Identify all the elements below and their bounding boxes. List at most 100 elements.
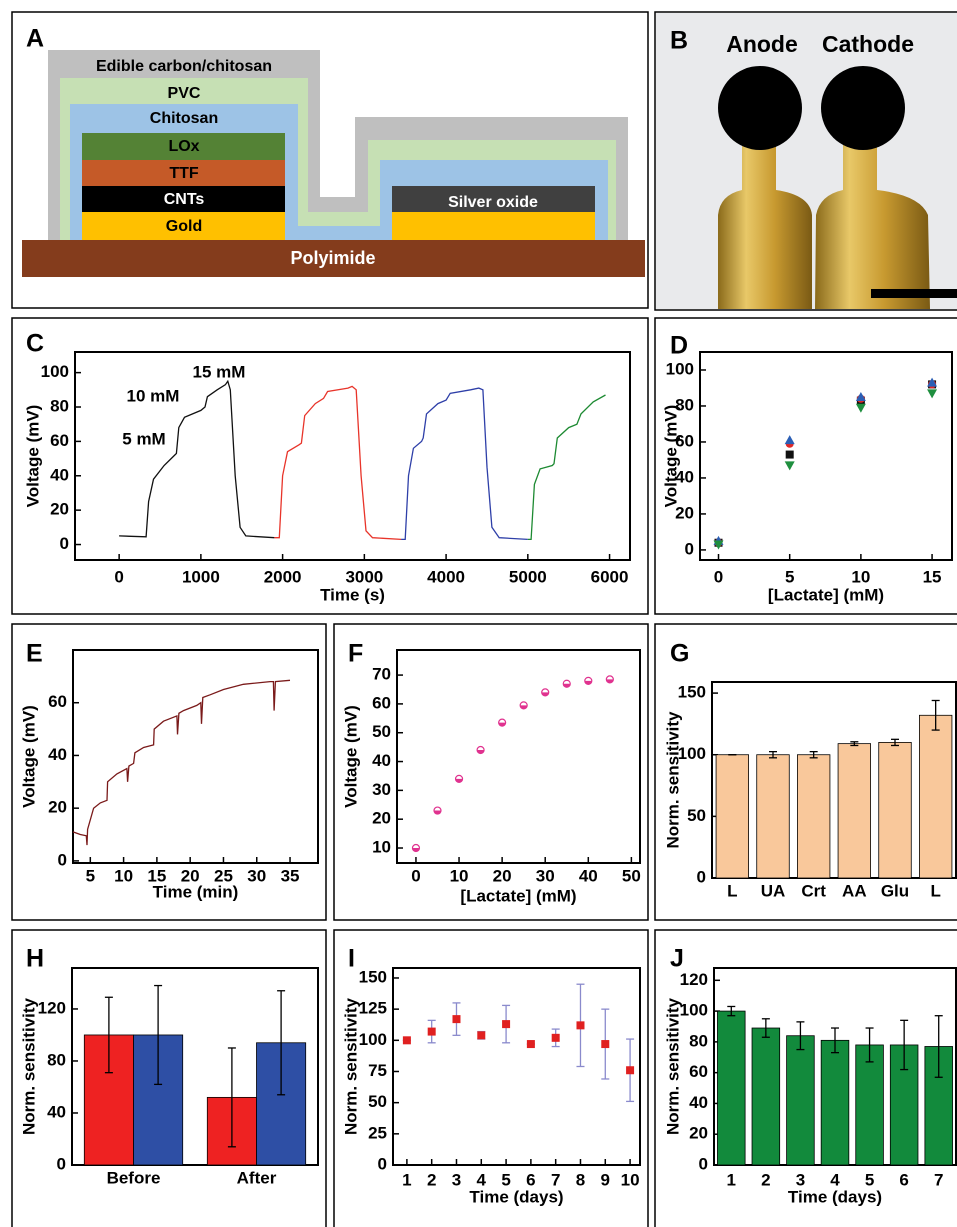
x-axis-title: Time (s) [320, 585, 385, 604]
x-tick-label: 0 [411, 866, 420, 885]
layer-label: Polyimide [290, 248, 375, 268]
bar [878, 742, 912, 879]
plot-frame [699, 351, 953, 561]
x-tick-label: 7 [934, 1170, 943, 1189]
x-tick-label: 20 [493, 866, 512, 885]
y-tick-label: 20 [48, 798, 67, 817]
x-tick-label: Before [107, 1168, 161, 1187]
y-tick-label: 20 [372, 809, 391, 828]
y-tick-label: 0 [57, 1154, 66, 1173]
bar [919, 714, 953, 879]
x-tick-label: 0 [714, 567, 723, 586]
y-tick-label: 0 [697, 867, 706, 886]
point [855, 403, 866, 413]
point [927, 389, 938, 399]
x-tick-label: 15 [923, 567, 942, 586]
x-tick-label: 10 [851, 567, 870, 586]
point [605, 675, 614, 684]
plot-frame [72, 649, 319, 864]
x-axis-title: Time (days) [788, 1187, 882, 1206]
y-tick-label: 0 [58, 850, 67, 869]
x-tick-label: Crt [801, 881, 826, 900]
y-tick-label: 100 [359, 1030, 387, 1049]
line [119, 379, 275, 539]
y-tick-label: 40 [47, 1102, 66, 1121]
y-axis-title: Norm. sensitivity [663, 711, 682, 849]
x-tick-label: 1 [727, 1170, 736, 1189]
y-tick-label: 30 [372, 780, 391, 799]
layer-label: Gold [166, 218, 202, 235]
x-tick-label: L [930, 881, 940, 900]
bar [756, 754, 790, 879]
line [401, 387, 528, 541]
point [476, 745, 485, 755]
x-tick-label: 2 [427, 1170, 436, 1189]
y-tick-label: 40 [372, 751, 391, 770]
x-tick-label: 15 [147, 866, 166, 885]
x-tick-label: L [727, 881, 737, 900]
layer-label: Silver oxide [448, 194, 538, 211]
point [576, 1021, 585, 1030]
x-axis-title: [Lactate] (mM) [460, 886, 576, 905]
point [626, 1066, 635, 1075]
x-tick-label: 10 [114, 866, 133, 885]
plot-frame [711, 681, 957, 879]
y-tick-label: 40 [689, 1093, 708, 1112]
y-axis-title: Voltage (mV) [661, 405, 680, 508]
y-tick-label: 120 [680, 970, 708, 989]
x-axis-title: Time (min) [153, 882, 239, 901]
line [274, 385, 402, 541]
y-tick-label: 120 [38, 998, 66, 1017]
error-bar [769, 750, 777, 759]
y-tick-label: 80 [675, 395, 694, 414]
x-axis-title: Time (days) [469, 1187, 563, 1206]
y-tick-label: 60 [675, 431, 694, 450]
panel-letter: B [670, 27, 688, 55]
point [562, 679, 571, 688]
error-bar [154, 984, 163, 1086]
x-tick-label: 35 [281, 866, 300, 885]
y-axis-title: Norm. sensitivity [663, 997, 682, 1135]
x-tick-label: 3000 [345, 567, 383, 586]
y-tick-label: 150 [678, 683, 706, 702]
y-tick-label: 0 [685, 539, 694, 558]
layer-label: TTF [169, 165, 199, 182]
y-axis-title: Voltage (mV) [19, 705, 38, 808]
y-axis-title: Voltage (mV) [341, 705, 360, 808]
x-tick-label: 4 [477, 1170, 487, 1189]
x-tick-label: 7 [551, 1170, 560, 1189]
panel-letter: G [670, 640, 689, 668]
y-tick-label: 40 [675, 467, 694, 486]
error-bar [277, 990, 286, 1096]
y-tick-label: 60 [50, 431, 69, 450]
y-tick-label: 80 [47, 1050, 66, 1069]
point-fill [606, 679, 614, 683]
layer-label: LOx [168, 138, 199, 155]
x-tick-label: 2000 [264, 567, 302, 586]
bar [837, 743, 871, 879]
x-tick-label: 5 [86, 866, 95, 885]
x-tick-label: 6000 [591, 567, 629, 586]
point [784, 461, 795, 471]
panel-letter: E [26, 640, 43, 668]
bar [855, 1044, 884, 1166]
point [551, 1033, 560, 1042]
point [526, 1040, 535, 1049]
y-axis-title: Norm. sensitivity [341, 997, 360, 1135]
photo-label: Anode [726, 31, 798, 57]
point-fill [455, 778, 463, 783]
point-fill [541, 692, 549, 696]
x-tick-label: 5 [865, 1170, 874, 1189]
x-tick-label: 3 [452, 1170, 461, 1189]
x-tick-label: 40 [579, 866, 598, 885]
x-tick-label: 6 [899, 1170, 908, 1189]
point [855, 391, 866, 401]
plot-frame [392, 967, 641, 1166]
y-tick-label: 100 [41, 362, 69, 381]
plot-frame [71, 967, 319, 1166]
layer-diagram: A Edible carbon/chitosan PVC Chitosan LO… [22, 25, 645, 277]
x-tick-label: After [237, 1168, 277, 1187]
point [785, 450, 794, 459]
x-tick-label: 9 [601, 1170, 610, 1189]
